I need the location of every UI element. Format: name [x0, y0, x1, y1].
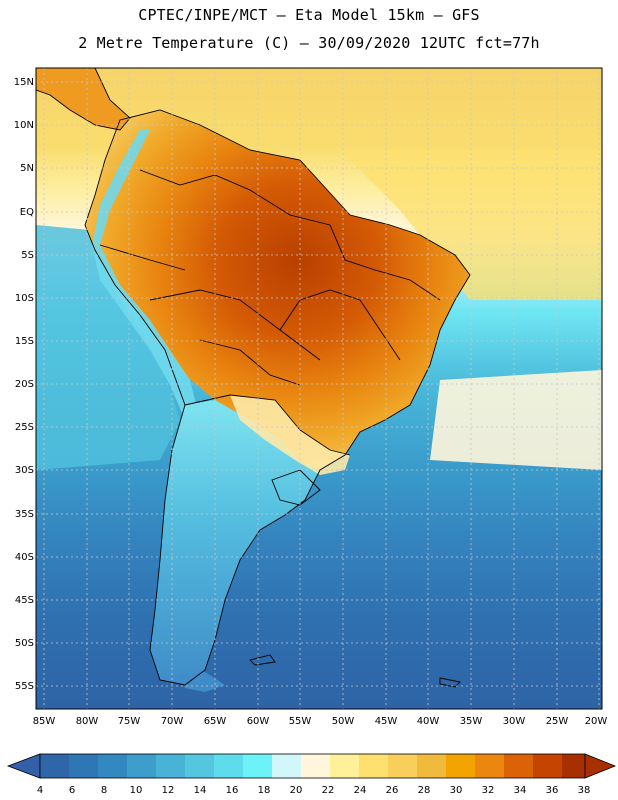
map-title-line-1: CPTEC/INPE/MCT – Eta Model 15km – GFS	[138, 6, 480, 24]
legend-tick: 4	[36, 785, 44, 796]
legend-swatch	[301, 754, 331, 778]
lon-label-65w: 65W	[203, 716, 227, 727]
legend-swatch	[533, 754, 563, 778]
legend-tick: 38	[577, 785, 591, 796]
legend-tick: 30	[449, 785, 463, 796]
legend-tick: 20	[289, 785, 303, 796]
lat-label-30s: 30S	[14, 465, 34, 476]
legend-swatch	[388, 754, 418, 778]
lon-label-50w: 50W	[331, 716, 355, 727]
legend-swatch	[272, 754, 302, 778]
legend-tick: 18	[257, 785, 271, 796]
lat-label-10n: 10N	[13, 120, 34, 131]
lon-label-45w: 45W	[374, 716, 398, 727]
legend-tick: 24	[353, 785, 367, 796]
legend-tick: 8	[100, 785, 108, 796]
atlantic-pale-band	[430, 370, 602, 470]
legend-swatch	[417, 754, 447, 778]
legend-tick: 12	[161, 785, 175, 796]
legend-swatch	[359, 754, 389, 778]
lon-label-20w: 20W	[584, 716, 608, 727]
lat-lon-grid	[36, 68, 602, 709]
lat-label-40s: 40S	[14, 552, 34, 563]
legend-swatch	[40, 754, 70, 778]
lon-label-70w: 70W	[160, 716, 184, 727]
temperature-color-legend	[6, 753, 617, 779]
legend-swatch	[330, 754, 360, 778]
legend-swatch	[98, 754, 128, 778]
lat-label-eq: EQ	[19, 207, 34, 218]
lon-label-85w: 85W	[32, 716, 56, 727]
legend-tick: 16	[225, 785, 239, 796]
legend-under-arrow	[6, 753, 41, 779]
lat-label-5s: 5S	[21, 250, 34, 261]
legend-swatch	[243, 754, 273, 778]
legend-swatch	[562, 754, 585, 778]
map-frame	[35, 67, 603, 710]
legend-swatch	[69, 754, 99, 778]
central-america	[36, 68, 130, 130]
lat-label-50s: 50S	[14, 638, 34, 649]
legend-over-arrow	[584, 753, 617, 779]
transition-zone	[230, 395, 350, 475]
legend-swatch	[504, 754, 534, 778]
legend-tick: 10	[129, 785, 143, 796]
legend-swatch	[156, 754, 186, 778]
legend-swatches	[40, 754, 585, 778]
south-america-hot-land	[85, 110, 470, 470]
lon-label-25w: 25W	[545, 716, 569, 727]
lon-label-75w: 75W	[117, 716, 141, 727]
map-title-line-2: 2 Metre Temperature (C) – 30/09/2020 12U…	[78, 34, 540, 52]
legend-swatch	[185, 754, 215, 778]
legend-swatch	[127, 754, 157, 778]
legend-tick: 34	[513, 785, 527, 796]
lat-label-55s: 55S	[14, 681, 34, 692]
andes-cold-ridge	[92, 130, 205, 660]
southern-cone-land	[150, 400, 320, 685]
lon-label-55w: 55W	[288, 716, 312, 727]
legend-tick: 32	[481, 785, 495, 796]
temperature-map	[35, 67, 603, 710]
legend-tick: 36	[545, 785, 559, 796]
legend-tick: 14	[193, 785, 207, 796]
legend-swatch	[446, 754, 476, 778]
lon-label-40w: 40W	[416, 716, 440, 727]
lon-label-35w: 35W	[459, 716, 483, 727]
lat-label-15s: 15S	[14, 336, 34, 347]
legend-tick: 6	[68, 785, 76, 796]
legend-tick: 26	[385, 785, 399, 796]
legend-tick: 22	[321, 785, 335, 796]
lat-label-20s: 20S	[14, 379, 34, 390]
legend-swatch	[475, 754, 505, 778]
lat-label-15n: 15N	[13, 77, 34, 88]
lon-label-80w: 80W	[75, 716, 99, 727]
legend-tick: 28	[417, 785, 431, 796]
pacific-cool-band	[36, 225, 180, 470]
lon-label-30w: 30W	[502, 716, 526, 727]
tierra-del-fuego	[180, 672, 225, 692]
lat-label-45s: 45S	[14, 595, 34, 606]
legend-swatch	[214, 754, 244, 778]
lon-label-60w: 60W	[246, 716, 270, 727]
lat-label-35s: 35S	[14, 509, 34, 520]
lat-label-10s: 10S	[14, 293, 34, 304]
lat-label-25s: 25S	[14, 422, 34, 433]
lat-label-5n: 5N	[20, 163, 34, 174]
